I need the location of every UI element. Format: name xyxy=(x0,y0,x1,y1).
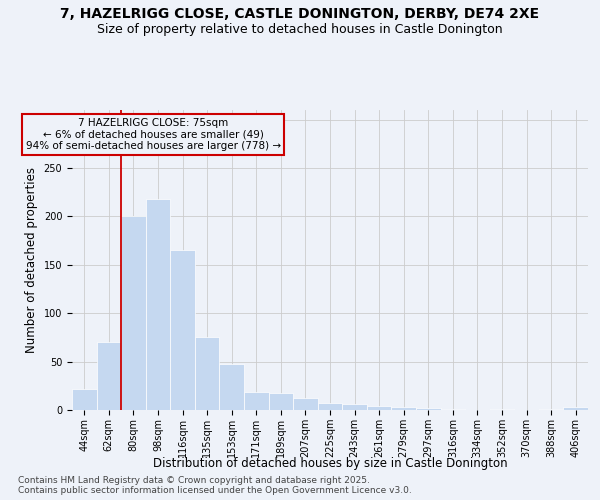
Bar xyxy=(97,342,121,410)
Bar xyxy=(146,199,170,410)
Bar xyxy=(440,409,465,410)
Bar xyxy=(367,406,391,410)
Bar xyxy=(391,407,416,410)
Text: Distribution of detached houses by size in Castle Donington: Distribution of detached houses by size … xyxy=(152,458,508,470)
Bar xyxy=(293,398,318,410)
Bar xyxy=(342,404,367,410)
Bar xyxy=(121,216,146,410)
Text: 7, HAZELRIGG CLOSE, CASTLE DONINGTON, DERBY, DE74 2XE: 7, HAZELRIGG CLOSE, CASTLE DONINGTON, DE… xyxy=(61,8,539,22)
Text: Contains HM Land Registry data © Crown copyright and database right 2025.
Contai: Contains HM Land Registry data © Crown c… xyxy=(18,476,412,495)
Bar xyxy=(170,250,195,410)
Bar xyxy=(539,409,563,410)
Text: Size of property relative to detached houses in Castle Donington: Size of property relative to detached ho… xyxy=(97,22,503,36)
Bar xyxy=(195,338,220,410)
Bar xyxy=(269,392,293,410)
Bar xyxy=(72,388,97,410)
Bar xyxy=(318,403,342,410)
Bar xyxy=(244,392,269,410)
Text: 7 HAZELRIGG CLOSE: 75sqm
← 6% of detached houses are smaller (49)
94% of semi-de: 7 HAZELRIGG CLOSE: 75sqm ← 6% of detache… xyxy=(26,118,281,151)
Bar xyxy=(563,407,588,410)
Bar xyxy=(490,409,514,410)
Bar xyxy=(220,364,244,410)
Bar xyxy=(416,408,440,410)
Y-axis label: Number of detached properties: Number of detached properties xyxy=(25,167,38,353)
